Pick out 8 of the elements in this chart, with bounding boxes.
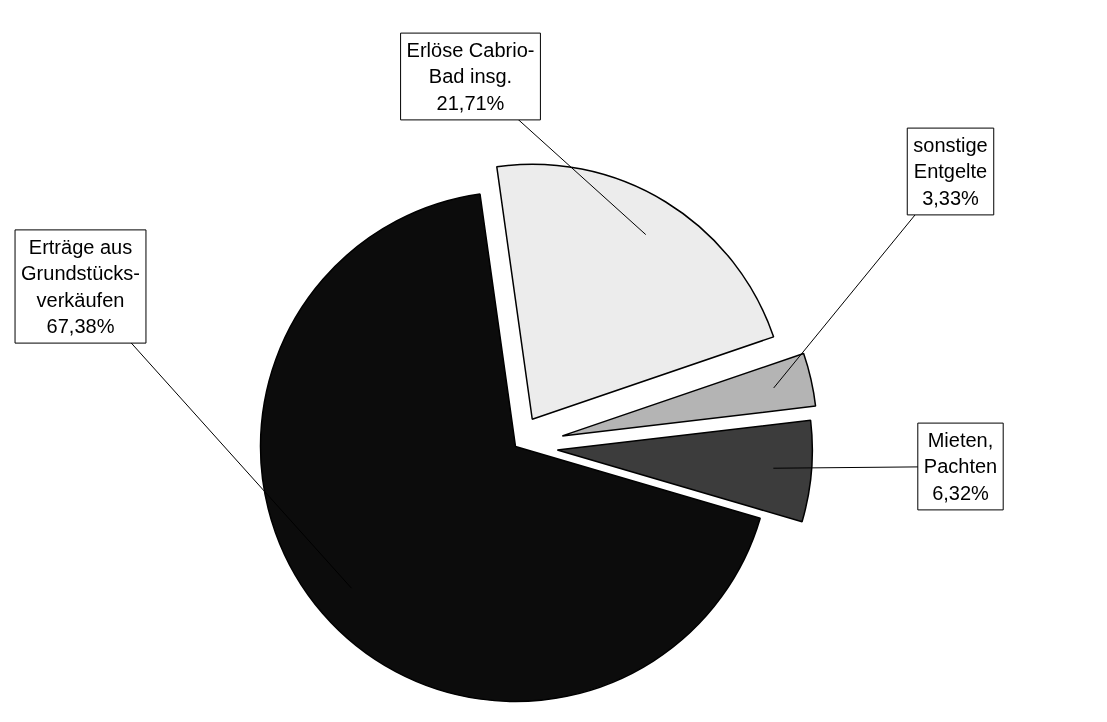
data-label: 67,38% <box>46 315 115 338</box>
data-label: 21,71% <box>436 91 505 114</box>
slice-label: sonstige Entgelte <box>913 134 988 183</box>
slice-label: Erlöse Cabrio-Bad insg. <box>406 39 535 88</box>
data-label: 3,33% <box>922 186 980 209</box>
slice-label: Erträge aus Grundstücks-verkäufen <box>21 235 140 311</box>
slice-label: Mieten, Pachten <box>923 429 998 478</box>
data-label: 6,32% <box>932 481 990 504</box>
